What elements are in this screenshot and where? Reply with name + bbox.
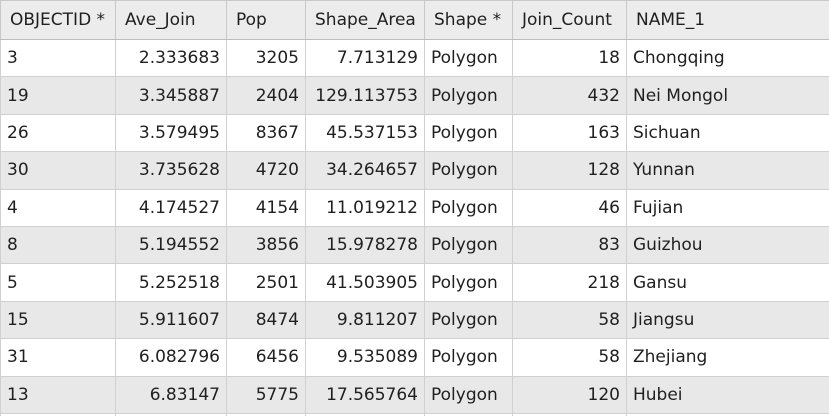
cell-pop[interactable]: 2501 bbox=[226, 263, 306, 302]
cell-name-1[interactable]: Sichuan bbox=[626, 113, 829, 153]
table-row[interactable]: 15 5.911607 8474 9.811207 Polygon 58 Jia… bbox=[0, 300, 829, 340]
cell-shape-area[interactable]: 34.264657 bbox=[305, 151, 425, 190]
cell-join-count[interactable]: 18 bbox=[512, 38, 627, 78]
column-header-pop[interactable]: Pop bbox=[226, 0, 306, 40]
cell-name-1[interactable]: Guizhou bbox=[626, 225, 829, 265]
cell-shape[interactable]: Polygon bbox=[424, 225, 513, 265]
cell-objectid[interactable]: 31 bbox=[0, 338, 116, 377]
cell-join-count[interactable]: 432 bbox=[512, 76, 627, 115]
cell-shape-area[interactable]: 7.713129 bbox=[305, 38, 425, 78]
cell-shape-area[interactable]: 11.019212 bbox=[305, 188, 425, 227]
cell-join-count[interactable]: 120 bbox=[512, 375, 627, 414]
cell-pop[interactable]: 5775 bbox=[226, 375, 306, 414]
cell-shape-area[interactable]: 17.565764 bbox=[305, 375, 425, 414]
cell-shape[interactable]: Polygon bbox=[424, 113, 513, 153]
cell-shape[interactable]: Polygon bbox=[424, 151, 513, 190]
cell-objectid[interactable]: 15 bbox=[0, 300, 116, 340]
cell-objectid[interactable]: 30 bbox=[0, 151, 116, 190]
table-row[interactable]: 3 2.333683 3205 7.713129 Polygon 18 Chon… bbox=[0, 38, 829, 78]
cell-name-1[interactable] bbox=[626, 412, 829, 416]
column-header-shape-area[interactable]: Shape_Area bbox=[305, 0, 425, 40]
column-header-objectid[interactable]: OBJECTID * bbox=[0, 0, 116, 40]
cell-shape[interactable]: Polygon bbox=[424, 338, 513, 377]
cell-objectid[interactable]: 8 bbox=[0, 225, 116, 265]
cell-shape[interactable]: Polygon bbox=[424, 188, 513, 227]
table-row[interactable]: 13 6.83147 5775 17.565764 Polygon 120 Hu… bbox=[0, 375, 829, 414]
cell-name-1[interactable]: Jiangsu bbox=[626, 300, 829, 340]
cell-ave-join[interactable]: 4.174527 bbox=[115, 188, 227, 227]
cell-objectid[interactable]: 26 bbox=[0, 113, 116, 153]
cell-shape[interactable]: Polygon bbox=[424, 38, 513, 78]
cell-pop[interactable]: 8367 bbox=[226, 113, 306, 153]
cell-join-count[interactable]: 163 bbox=[512, 113, 627, 153]
cell-ave-join[interactable]: 3.579495 bbox=[115, 113, 227, 153]
cell-ave-join[interactable]: 3.735628 bbox=[115, 151, 227, 190]
cell-name-1[interactable]: Hubei bbox=[626, 375, 829, 414]
table-row[interactable]: 5 5.252518 2501 41.503905 Polygon 218 Ga… bbox=[0, 263, 829, 302]
cell-objectid[interactable]: 5 bbox=[0, 263, 116, 302]
cell-shape-area[interactable]: 9.811207 bbox=[305, 300, 425, 340]
cell-shape-area[interactable]: 15.978278 bbox=[305, 225, 425, 265]
cell-shape-area[interactable]: 41.503905 bbox=[305, 263, 425, 302]
column-header-join-count[interactable]: Join_Count bbox=[512, 0, 627, 40]
cell-join-count[interactable]: 128 bbox=[512, 151, 627, 190]
cell-ave-join[interactable]: 5.911607 bbox=[115, 300, 227, 340]
table-row[interactable]: 31 6.082796 6456 9.535089 Polygon 58 Zhe… bbox=[0, 338, 829, 377]
cell-ave-join[interactable]: 5.252518 bbox=[115, 263, 227, 302]
cell-name-1[interactable]: Nei Mongol bbox=[626, 76, 829, 115]
cell-join-count[interactable]: 58 bbox=[512, 338, 627, 377]
column-header-ave-join[interactable]: Ave_Join bbox=[115, 0, 227, 40]
cell-shape[interactable]: Polygon bbox=[424, 300, 513, 340]
cell-join-count[interactable]: 58 bbox=[512, 300, 627, 340]
table-row[interactable]: 19 3.345887 2404 129.113753 Polygon 432 … bbox=[0, 76, 829, 115]
column-header-shape[interactable]: Shape * bbox=[424, 0, 513, 40]
cell-name-1[interactable]: Chongqing bbox=[626, 38, 829, 78]
cell-pop[interactable]: 8474 bbox=[226, 300, 306, 340]
cell-shape-area[interactable]: 45.537153 bbox=[305, 113, 425, 153]
cell-join-count[interactable]: 83 bbox=[512, 225, 627, 265]
table-row[interactable]: 4 4.174527 4154 11.019212 Polygon 46 Fuj… bbox=[0, 188, 829, 227]
cell-shape[interactable]: Polygon bbox=[424, 263, 513, 302]
cell-ave-join[interactable]: 6.082796 bbox=[115, 338, 227, 377]
cell-pop[interactable]: 3856 bbox=[226, 225, 306, 265]
cell-join-count[interactable]: 46 bbox=[512, 188, 627, 227]
cell-objectid[interactable]: 13 bbox=[0, 375, 116, 414]
cell-shape-area[interactable]: 129.113753 bbox=[305, 76, 425, 115]
cell-join-count[interactable]: 218 bbox=[512, 263, 627, 302]
cell-name-1[interactable]: Yunnan bbox=[626, 151, 829, 190]
cell-pop[interactable]: 4720 bbox=[226, 151, 306, 190]
table-row[interactable]: 30 3.735628 4720 34.264657 Polygon 128 Y… bbox=[0, 151, 829, 190]
cell-ave-join[interactable]: 3.345887 bbox=[115, 76, 227, 115]
table-row[interactable]: 26 3.579495 8367 45.537153 Polygon 163 S… bbox=[0, 113, 829, 153]
cell-name-1[interactable]: Fujian bbox=[626, 188, 829, 227]
table-row[interactable]: 8 5.194552 3856 15.978278 Polygon 83 Gui… bbox=[0, 225, 829, 265]
cell-pop[interactable]: 6456 bbox=[226, 338, 306, 377]
cell-objectid[interactable]: 19 bbox=[0, 76, 116, 115]
column-header-name-1[interactable]: NAME_1 bbox=[626, 0, 829, 40]
cell-pop[interactable]: 3205 bbox=[226, 38, 306, 78]
cell-pop[interactable]: 2404 bbox=[226, 76, 306, 115]
cell-shape-area[interactable]: 9.535089 bbox=[305, 338, 425, 377]
cell-shape[interactable]: Polygon bbox=[424, 375, 513, 414]
cell-ave-join[interactable]: 5.194552 bbox=[115, 225, 227, 265]
cell-shape[interactable]: Polygon bbox=[424, 76, 513, 115]
cell-pop[interactable]: 4154 bbox=[226, 188, 306, 227]
cell-objectid[interactable]: 4 bbox=[0, 188, 116, 227]
cell-ave-join[interactable]: 6.83147 bbox=[115, 375, 227, 414]
cell-ave-join[interactable]: 2.333683 bbox=[115, 38, 227, 78]
cell-name-1[interactable]: Gansu bbox=[626, 263, 829, 302]
table-row[interactable] bbox=[0, 412, 829, 416]
cell-name-1[interactable]: Zhejiang bbox=[626, 338, 829, 377]
header-row: OBJECTID * Ave_Join Pop Shape_Area Shape… bbox=[0, 0, 829, 40]
cell-objectid[interactable]: 3 bbox=[0, 38, 116, 78]
